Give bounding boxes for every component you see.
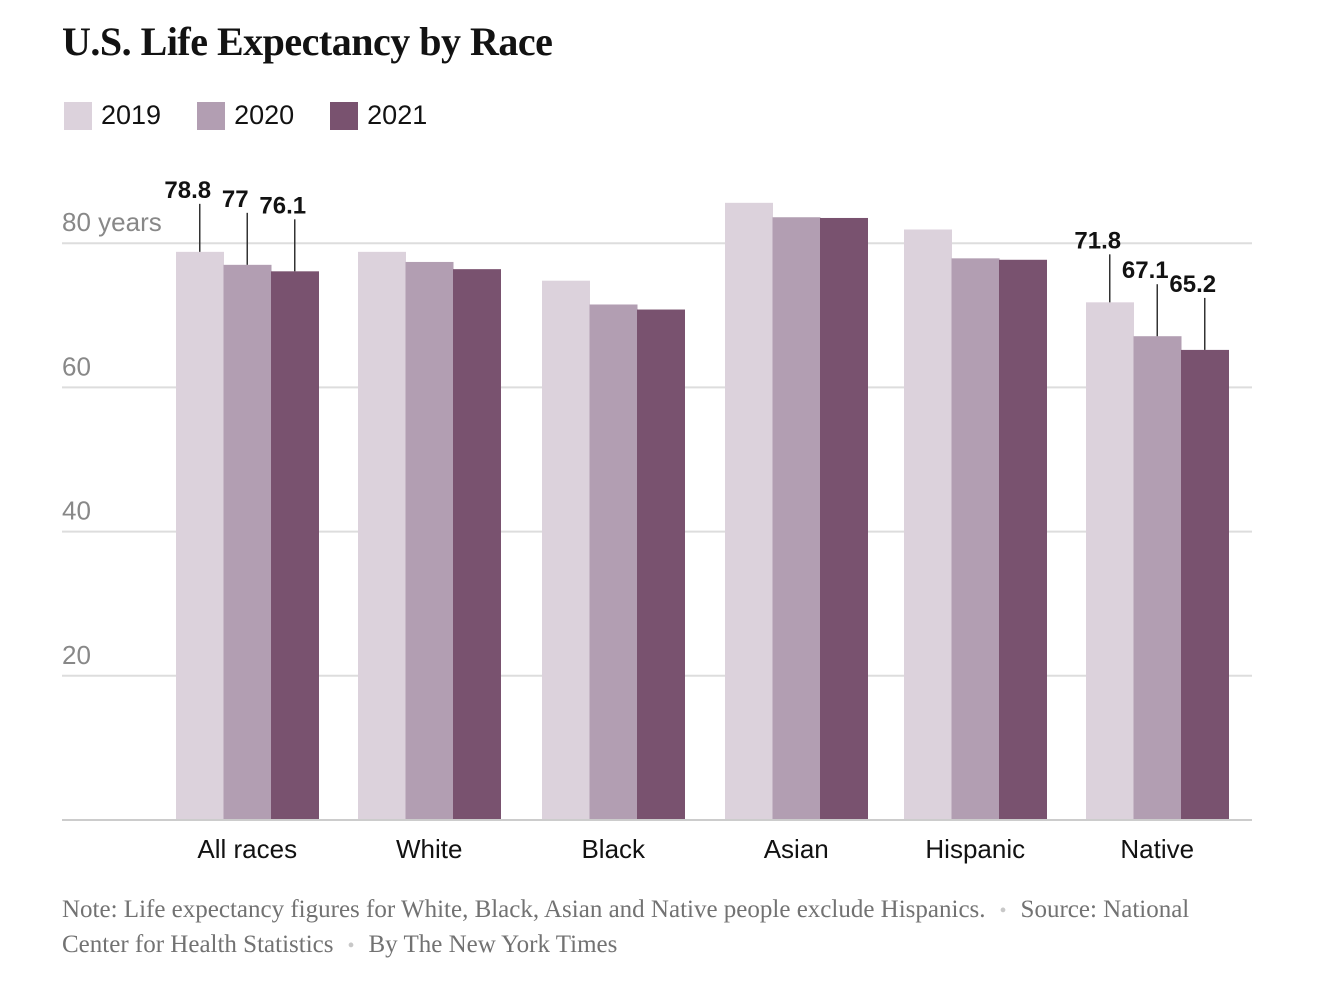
x-tick-label-asian: Asian	[764, 834, 829, 864]
credit: By The New York Times	[368, 931, 618, 958]
y-tick-label-20: 20	[62, 640, 91, 670]
x-axis: All races White Black Asian Hispanic Native	[62, 819, 1252, 864]
source-label: Source:	[1020, 896, 1097, 923]
bar-all-races-2020	[223, 264, 272, 821]
separator-dot: •	[347, 935, 355, 957]
y-tick-label-60: 60	[62, 351, 91, 381]
data-label-all-races-2019: 78.8	[164, 177, 211, 204]
legend: 2019 2020 2021	[64, 100, 463, 131]
bar-white-2019	[358, 251, 406, 821]
bars	[176, 202, 1229, 821]
bar-asian-2019	[725, 202, 773, 821]
legend-label-2021: 2021	[367, 100, 428, 130]
bar-hispanic-2020	[951, 258, 1000, 820]
x-tick-label-hispanic: Hispanic	[925, 834, 1025, 864]
y-tick-label-80: 80 years	[62, 207, 162, 237]
bar-chart: 20 40 60 80 years 78.8 77 76.1 71.867.165.2 Al…	[62, 177, 1252, 864]
separator-dot: •	[999, 900, 1007, 922]
note-label: Note:	[62, 896, 118, 923]
x-tick-label-black: Black	[581, 834, 646, 864]
bar-hispanic-2021	[999, 259, 1047, 821]
legend-swatch-2020	[197, 101, 226, 130]
data-label-all-races-2020: 77	[222, 186, 249, 213]
bar-all-races-2021	[271, 271, 319, 821]
legend-swatch-2019	[64, 101, 92, 130]
x-tick-label-all-races: All races	[197, 834, 297, 864]
note-text: Life expectancy figures for White, Black…	[123, 896, 986, 923]
bar-white-2021	[453, 269, 501, 820]
legend-label-2019: 2019	[101, 100, 162, 130]
legend-item-2020: 2020	[197, 100, 294, 131]
legend-item-2019: 2019	[64, 100, 161, 131]
data-label-native-2020: 67.1	[1122, 257, 1169, 284]
legend-label-2020: 2020	[234, 100, 295, 130]
data-labels: 78.8 77 76.1 71.867.165.2	[164, 177, 1216, 350]
bar-native-2019	[1086, 302, 1134, 820]
source-text: National Center for Health Statistics	[62, 896, 1190, 958]
chart-note: Note: Life expectancy figures for White,…	[62, 893, 1242, 963]
legend-item-2021: 2021	[330, 100, 427, 131]
bar-black-2021	[637, 309, 685, 820]
data-label-native-2019: 71.8	[1074, 227, 1121, 254]
bar-asian-2020	[772, 217, 821, 820]
y-tick-label-40: 40	[62, 496, 91, 526]
data-label-all-races-2021: 76.1	[259, 192, 306, 219]
data-label-native-2021: 65.2	[1169, 271, 1216, 298]
x-tick-label-native: Native	[1120, 834, 1194, 864]
x-tick-label-white: White	[396, 834, 462, 864]
bar-white-2020	[405, 261, 454, 820]
bar-black-2020	[589, 304, 638, 820]
bar-hispanic-2019	[904, 229, 952, 821]
bar-all-races-2019	[176, 251, 224, 821]
bar-native-2021	[1181, 349, 1229, 820]
chart-title: U.S. Life Expectancy by Race	[62, 19, 553, 64]
bar-asian-2021	[820, 217, 868, 821]
bar-native-2020	[1133, 336, 1182, 820]
legend-swatch-2021	[330, 101, 359, 130]
bar-black-2019	[542, 280, 590, 820]
